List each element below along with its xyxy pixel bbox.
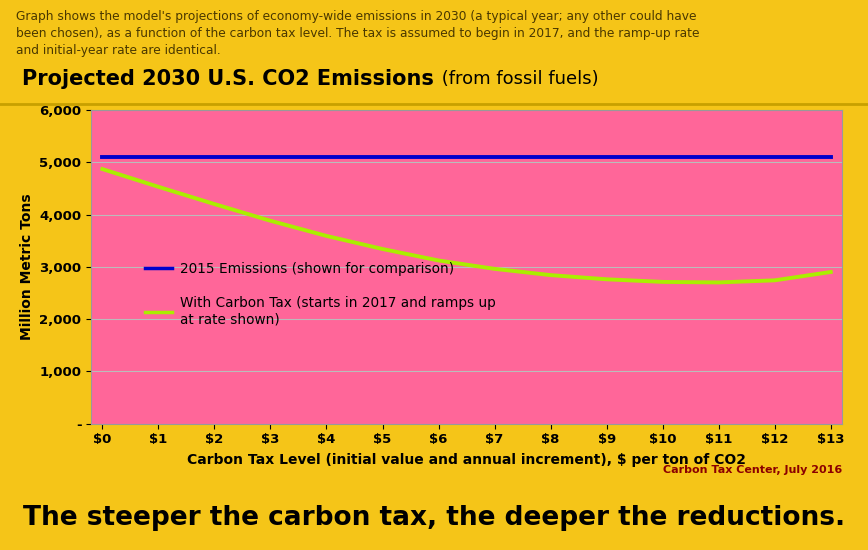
Y-axis label: Million Metric Tons: Million Metric Tons (20, 194, 34, 340)
Text: Graph shows the model's projections of economy-wide emissions in 2030 (a typical: Graph shows the model's projections of e… (16, 10, 699, 57)
Text: Carbon Tax Center, July 2016: Carbon Tax Center, July 2016 (662, 465, 842, 475)
Text: Projected 2030 U.S. CO2 Emissions: Projected 2030 U.S. CO2 Emissions (22, 69, 434, 89)
Text: (from fossil fuels): (from fossil fuels) (436, 70, 598, 87)
X-axis label: Carbon Tax Level (initial value and annual increment), $ per ton of CO2: Carbon Tax Level (initial value and annu… (187, 453, 746, 467)
Text: The steeper the carbon tax, the deeper the reductions.: The steeper the carbon tax, the deeper t… (23, 504, 845, 531)
Legend: 2015 Emissions (shown for comparison), With Carbon Tax (starts in 2017 and ramps: 2015 Emissions (shown for comparison), W… (139, 256, 501, 332)
